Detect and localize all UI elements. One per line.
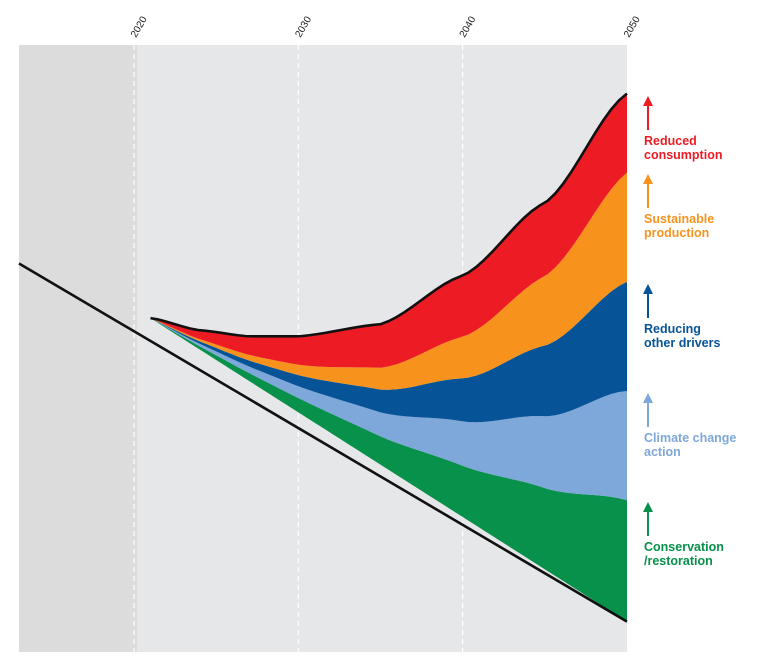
legend-arrow-4 (642, 95, 654, 130)
series-area-3 (150, 172, 627, 390)
legend-label-2: Reducing other drivers (644, 321, 721, 350)
legend-label-0: Conservation /restoration (644, 540, 724, 569)
series-area-0 (150, 318, 627, 622)
tick-label-2050: 2050 (622, 14, 640, 39)
x-axis-ticks: 2020 2030 2040 2050 (129, 14, 640, 39)
legend-label-1: Climate change action (644, 430, 737, 459)
legend-label-3: Sustainable production (644, 212, 715, 241)
grid-lines (133, 45, 464, 652)
combined-trend-line (150, 92, 628, 338)
series-areas (150, 93, 627, 622)
legend-arrow-3 (642, 174, 654, 209)
series-area-1 (150, 318, 627, 501)
legend-label-4: Reduced consumption (644, 133, 723, 162)
shaded-past-region (19, 45, 137, 652)
chart: 2020 2030 2040 2050 (18, 14, 640, 652)
series-area-4 (150, 93, 627, 368)
baseline-trend-line (18, 262, 628, 623)
tick-label-2020: 2020 (129, 14, 150, 39)
tick-label-2030: 2030 (293, 14, 314, 39)
legend-arrow-1 (642, 392, 654, 427)
series-area-2 (150, 281, 627, 423)
legend: Reduced consumption Sustainable productio… (640, 0, 780, 669)
trend-lines (18, 92, 628, 623)
tick-label-2040: 2040 (458, 14, 479, 39)
legend-arrow-0 (642, 502, 654, 537)
legend-arrow-2 (642, 283, 654, 318)
